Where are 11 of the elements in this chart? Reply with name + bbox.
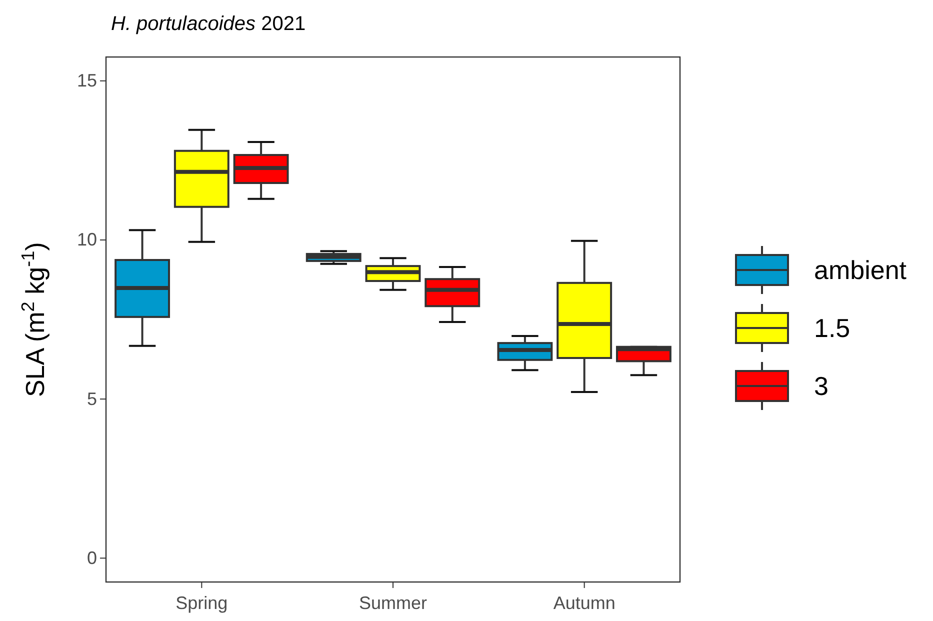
y-tick-label: 10 xyxy=(76,230,97,250)
y-tick-label: 15 xyxy=(76,70,97,91)
y-tick-label: 5 xyxy=(86,388,97,409)
legend-label: 1.5 xyxy=(814,313,850,343)
x-tick-label: Autumn xyxy=(553,593,616,613)
x-tick-label: Spring xyxy=(176,593,228,613)
chart-title: H. portulacoides 2021 xyxy=(111,13,306,35)
legend-label: 3 xyxy=(814,371,828,401)
legend-label: ambient xyxy=(814,255,908,285)
y-tick-label: 0 xyxy=(86,548,97,568)
x-tick-label: Summer xyxy=(358,593,428,613)
